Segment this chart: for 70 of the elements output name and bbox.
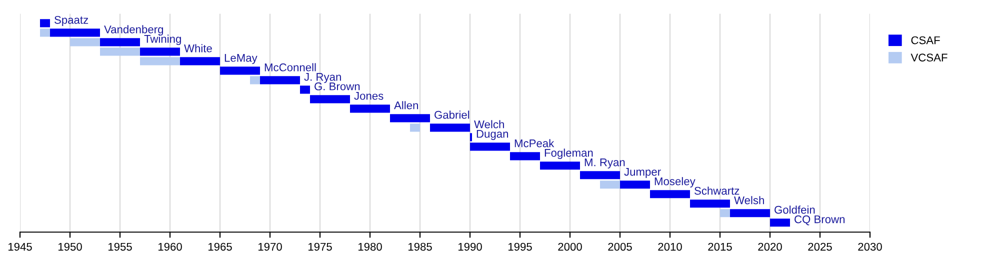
bar (140, 57, 180, 66)
legend-label: CSAF (911, 36, 940, 44)
data-label: M. Ryan (584, 158, 625, 168)
bar (430, 124, 470, 132)
data-label: LeMay (224, 54, 258, 64)
data-label: Moseley (654, 177, 696, 188)
bar (100, 38, 140, 46)
data-label: J. Ryan (304, 73, 341, 83)
bar (40, 19, 50, 28)
data-label: Jumper (624, 168, 661, 178)
x-tick-label: 1960 (158, 242, 182, 251)
bar (650, 190, 690, 198)
x-tick-label: 1985 (408, 242, 432, 251)
bar (40, 28, 50, 37)
x-tick-label: 1965 (208, 242, 232, 251)
x-tick-label: 1975 (308, 242, 332, 251)
bar (220, 66, 260, 75)
data-label: Welch (474, 120, 504, 128)
bar (390, 114, 430, 122)
x-tick-label: 1995 (508, 242, 532, 251)
bar (540, 162, 580, 170)
bar (300, 86, 310, 94)
data-label: Spaatz (54, 16, 88, 26)
bar (250, 76, 260, 84)
x-tick-label: 2000 (558, 242, 582, 251)
data-label: McPeak (514, 139, 554, 148)
data-label: G. Brown (314, 82, 360, 90)
data-label: White (184, 44, 212, 52)
data-label: Twining (144, 34, 181, 46)
x-tick-label: 2020 (758, 242, 782, 251)
bar (140, 48, 180, 56)
data-label: Goldfein (774, 206, 815, 214)
bar (620, 180, 650, 189)
data-label: Gabriel (434, 110, 470, 119)
bar (100, 48, 140, 56)
data-label: Fogleman (544, 148, 593, 159)
bar (260, 76, 300, 84)
data-label: Jones (354, 92, 384, 100)
x-tick-label: 1945 (8, 242, 32, 251)
x-tick-label: 2005 (608, 242, 632, 251)
legend-label: VCSAF (910, 54, 948, 62)
data-label: Vandenberg (104, 25, 164, 36)
x-tick-label: 1955 (108, 242, 132, 251)
data-label: Schwartz (694, 186, 740, 195)
bar (720, 209, 730, 218)
x-tick-label: 1970 (258, 242, 282, 251)
x-tick-label: 2025 (808, 242, 832, 251)
bar (310, 95, 350, 104)
bar (730, 209, 770, 218)
x-tick-label: 1980 (358, 242, 382, 251)
data-label: Welsh (734, 196, 764, 204)
x-tick-label: 2015 (708, 242, 732, 251)
bar (510, 152, 540, 160)
data-label: McConnell (264, 63, 316, 72)
bar (600, 180, 620, 189)
bar (180, 57, 220, 66)
bar (350, 104, 390, 113)
bar (50, 28, 100, 37)
bar (580, 171, 620, 180)
x-tick-label: 2010 (658, 242, 682, 251)
bar (410, 124, 420, 132)
bar (70, 38, 100, 46)
data-label: CQ Brown (794, 215, 845, 226)
x-tick-label: 1990 (458, 242, 482, 251)
bar (770, 218, 790, 227)
x-tick-label: 1950 (58, 242, 82, 251)
data-label: Allen (394, 101, 418, 110)
x-tick-label: 2030 (858, 242, 882, 251)
bar (690, 200, 730, 208)
data-label: Dugan (476, 130, 508, 140)
